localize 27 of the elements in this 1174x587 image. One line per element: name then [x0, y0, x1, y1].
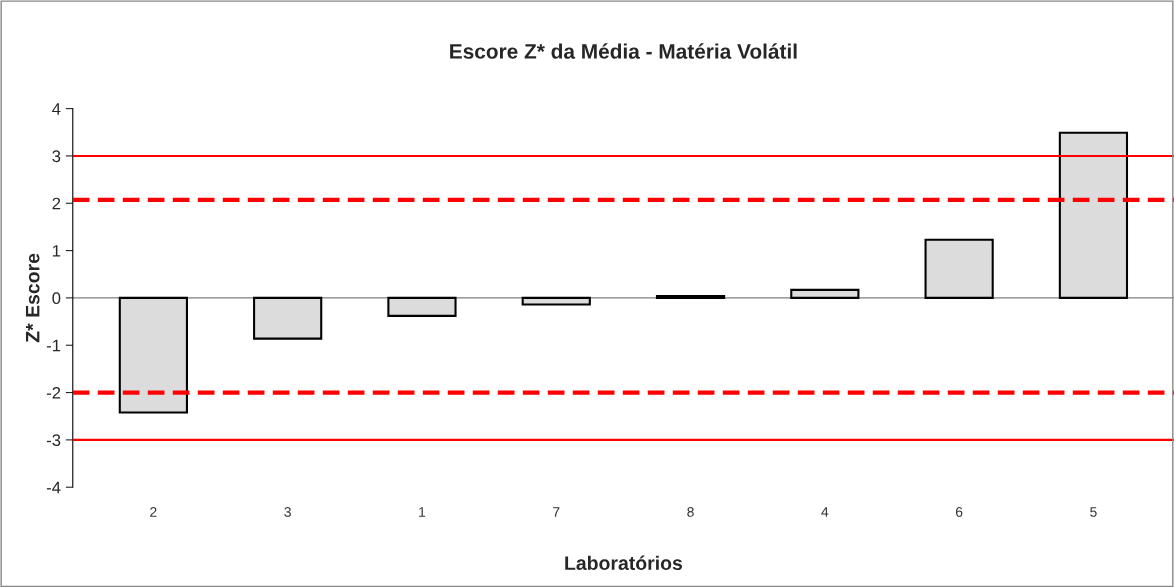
bar [924, 238, 994, 299]
x-tick-label: 7 [553, 507, 560, 517]
y-tick-label: 2 [52, 197, 61, 210]
bar [253, 296, 323, 340]
bar [1058, 131, 1129, 299]
y-tick-label: 1 [52, 245, 61, 257]
y-tick-label: 0 [52, 292, 61, 305]
y-axis-title: Z* Escore [25, 253, 40, 343]
y-tick-label: -3 [46, 434, 61, 447]
x-tick-label: 2 [150, 507, 157, 517]
y-tick-label: -1 [46, 339, 61, 352]
bar [521, 296, 591, 306]
y-tick-label: -4 [46, 481, 61, 494]
bar [387, 296, 457, 317]
chart-title: Escore Z* da Média - Matéria Volátil [450, 43, 797, 59]
x-tick-label: 5 [1090, 507, 1097, 517]
x-tick-label: 6 [955, 507, 963, 517]
y-tick-label: 4 [52, 103, 61, 115]
bar [118, 296, 188, 414]
y-tick-label: -2 [46, 386, 61, 399]
x-axis-title: Laboratórios [565, 555, 683, 570]
x-tick-label: 8 [687, 507, 694, 517]
y-tick-label: 3 [52, 150, 61, 163]
x-tick-label: 4 [821, 507, 829, 517]
bar [790, 288, 860, 299]
x-tick-label: 3 [284, 507, 291, 517]
x-tick-label: 1 [419, 507, 426, 517]
